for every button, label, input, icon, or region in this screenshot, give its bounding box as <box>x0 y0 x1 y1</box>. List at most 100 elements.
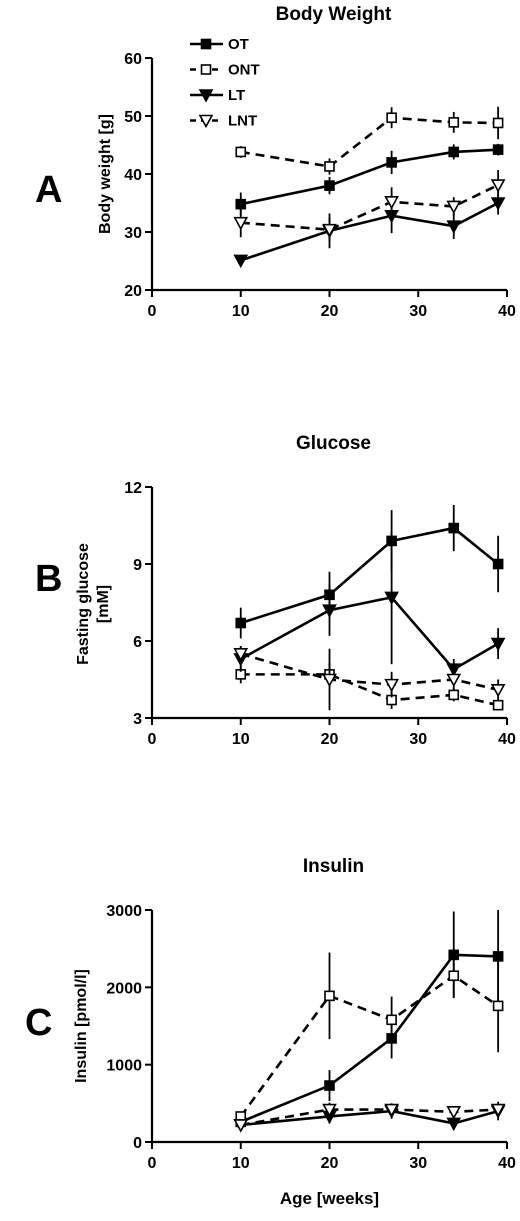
chart-title: Glucose <box>296 433 371 454</box>
data-point <box>322 604 337 618</box>
data-point <box>448 689 460 701</box>
data-point <box>448 970 460 982</box>
y-tick-label: 6 <box>133 634 142 651</box>
series-lt <box>233 530 506 680</box>
x-tick-label: 30 <box>409 731 427 748</box>
y-tick-label: 2000 <box>106 980 142 997</box>
data-point <box>384 1103 399 1118</box>
legend-marker <box>200 38 212 50</box>
series-ot <box>235 143 504 216</box>
panel-a: Body Weight A 20 30 40 50 60 0 10 20 30 40 Body weig… <box>35 4 516 320</box>
data-point <box>492 699 504 711</box>
y-tick-label: 0 <box>133 1135 142 1152</box>
data-point <box>322 673 337 688</box>
x-tick-label: 10 <box>232 1155 250 1172</box>
series-ont <box>235 952 504 1122</box>
chart-title: Body Weight <box>276 4 392 25</box>
series-line <box>240 526 499 625</box>
data-point <box>233 216 249 231</box>
series-line <box>240 673 499 707</box>
data-point <box>233 254 249 269</box>
chart-title: Insulin <box>303 856 364 877</box>
series-line <box>240 148 499 206</box>
y-axis-label: Body weight [g] <box>97 114 114 234</box>
series-ont <box>235 106 504 175</box>
y-tick-label: 3 <box>133 711 142 728</box>
data-point <box>446 1106 462 1120</box>
x-tick-label: 20 <box>321 1155 339 1172</box>
series-lnt <box>233 646 506 711</box>
series-line <box>240 652 499 692</box>
y-tick-label: 40 <box>124 167 142 184</box>
x-tick-label: 40 <box>498 731 516 748</box>
data-point <box>386 112 397 124</box>
legend-label: LT <box>228 87 245 104</box>
series-lt <box>233 1101 506 1133</box>
legend-marker <box>200 64 212 75</box>
panel-label: C <box>25 1002 52 1044</box>
data-point <box>324 180 335 191</box>
series-ont <box>235 662 504 711</box>
data-point <box>235 146 247 158</box>
data-point <box>235 198 247 210</box>
series-ot <box>235 910 504 1128</box>
data-point <box>384 196 399 210</box>
series-line <box>239 974 499 1118</box>
data-point <box>446 1117 462 1132</box>
legend-label: LNT <box>228 113 257 130</box>
y-tick-label: 3000 <box>106 903 142 920</box>
data-point <box>324 1080 335 1091</box>
data-point <box>492 1000 504 1012</box>
data-point <box>384 591 399 606</box>
panel-b: Glucose B 3 6 9 12 0 10 20 30 40 Fasting glucose [mM… <box>35 433 516 748</box>
data-point <box>235 617 247 629</box>
y-tick-label: 1000 <box>106 1058 142 1075</box>
series-line <box>240 595 499 671</box>
legend: OT ONT LT LNT <box>190 36 260 130</box>
data-point <box>386 157 397 168</box>
y-axis-label: Insulin [pmol/l] <box>73 969 90 1083</box>
x-tick-label: 30 <box>409 1155 427 1172</box>
panel-label: A <box>35 169 62 211</box>
y-tick-label: 60 <box>124 51 142 68</box>
series-lnt <box>233 169 506 242</box>
x-tick-label: 10 <box>232 303 250 320</box>
y-tick-label: 50 <box>124 109 142 126</box>
y-tick-label: 12 <box>124 480 142 497</box>
panel-c: Insulin C 0 1000 2000 3000 0 10 20 30 40 Insulin [p… <box>25 856 516 1208</box>
x-tick-label: 10 <box>232 731 250 748</box>
y-axis-label: Fasting glucose <box>75 543 92 665</box>
data-point <box>448 117 460 128</box>
series-line <box>240 953 499 1124</box>
legend-marker <box>198 114 214 129</box>
data-point <box>386 1014 397 1026</box>
x-tick-label: 20 <box>321 303 339 320</box>
data-point <box>233 1119 249 1133</box>
data-point <box>490 683 506 698</box>
x-tick-label: 0 <box>148 731 157 748</box>
series-lnt <box>233 1102 506 1133</box>
x-tick-label: 40 <box>498 303 516 320</box>
data-point <box>448 522 460 534</box>
x-tick-label: 30 <box>409 303 427 320</box>
legend-label: OT <box>228 36 249 53</box>
data-point <box>448 146 460 158</box>
y-tick-label: 9 <box>133 557 142 574</box>
data-point <box>233 648 249 662</box>
series-ot <box>235 504 504 639</box>
data-point <box>446 200 462 215</box>
data-point <box>490 637 506 652</box>
x-tick-label: 40 <box>498 1155 516 1172</box>
data-point <box>446 220 462 234</box>
series-line <box>240 201 499 262</box>
x-axis-label: Age [weeks] <box>280 1189 379 1208</box>
series-line <box>240 116 499 168</box>
data-point <box>446 673 462 688</box>
data-point <box>492 558 504 570</box>
legend-marker <box>198 89 214 103</box>
legend-label: ONT <box>228 62 260 79</box>
panel-label: B <box>35 558 62 600</box>
data-point <box>492 144 504 155</box>
